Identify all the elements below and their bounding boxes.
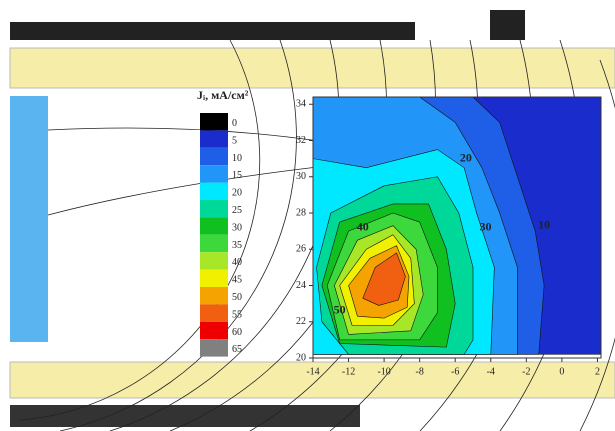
colorbar-label: 45 [232, 275, 242, 286]
x-tick-label: -4 [487, 366, 495, 377]
contour-plot: 20 30 10 40 50 [313, 97, 601, 358]
colorbar-swatch [200, 217, 228, 234]
colorbar-label: 60 [232, 327, 242, 338]
x-tick-label: -14 [306, 366, 319, 377]
colorbar-label: 40 [232, 257, 242, 268]
colorbar-label: 10 [232, 153, 242, 164]
contour-label: 10 [538, 217, 550, 231]
colorbar-label: 5 [232, 135, 237, 146]
y-tick-label: 28 [296, 207, 306, 218]
colorbar-label: 25 [232, 205, 242, 216]
colorbar-swatch [200, 322, 228, 339]
y-tick-label: 34 [296, 99, 306, 110]
y-tick-label: 24 [296, 280, 306, 291]
colorbar-swatch [200, 113, 228, 130]
colorbar-swatch [200, 270, 228, 287]
x-tick-label: 0 [559, 366, 564, 377]
y-tick-label: 22 [296, 316, 306, 327]
colorbar-swatch [200, 165, 228, 182]
x-tick-label: 2 [595, 366, 600, 377]
colorbar-label: 35 [232, 240, 242, 251]
colorbar-swatch [200, 200, 228, 217]
top-band [10, 48, 615, 88]
y-tick-label: 32 [296, 135, 306, 146]
y-tick-label: 20 [296, 352, 306, 363]
figure: 2030104050 Jᵢ, мА/см² 2022242628303234-1… [0, 0, 615, 431]
x-tick-label: -8 [415, 366, 423, 377]
contour-label: 50 [334, 303, 346, 317]
contour-label: 30 [479, 219, 491, 233]
bottom-bar [10, 405, 360, 427]
x-tick-label: -12 [342, 366, 355, 377]
colorbar-label: 0 [232, 118, 237, 129]
y-tick-label: 30 [296, 171, 306, 182]
left-block [10, 96, 48, 342]
colorbar-label: 15 [232, 170, 242, 181]
colorbar-swatch [200, 130, 228, 147]
colorbar-label: 30 [232, 222, 242, 233]
colorbar-label: 65 [232, 344, 242, 355]
colorbar-label: 20 [232, 188, 242, 199]
colorbar-label: 55 [232, 309, 242, 320]
top-bar [10, 22, 415, 40]
x-tick-label: -10 [377, 366, 390, 377]
colorbar-swatch [200, 339, 228, 356]
contour-label: 20 [460, 150, 472, 164]
y-tick-label: 26 [296, 244, 306, 255]
top-block [490, 10, 525, 40]
x-tick-label: -6 [451, 366, 459, 377]
colorbar-swatch [200, 287, 228, 304]
colorbar-swatch [200, 304, 228, 321]
colorbar-swatch [200, 235, 228, 252]
colorbar-swatch [200, 252, 228, 269]
colorbar-swatch [200, 183, 228, 200]
contour-label: 40 [357, 219, 369, 233]
x-tick-label: -2 [522, 366, 530, 377]
colorbar-swatch [200, 148, 228, 165]
colorbar-label: 50 [232, 292, 242, 303]
colorbar-title: Jᵢ, мА/см² [197, 88, 249, 102]
